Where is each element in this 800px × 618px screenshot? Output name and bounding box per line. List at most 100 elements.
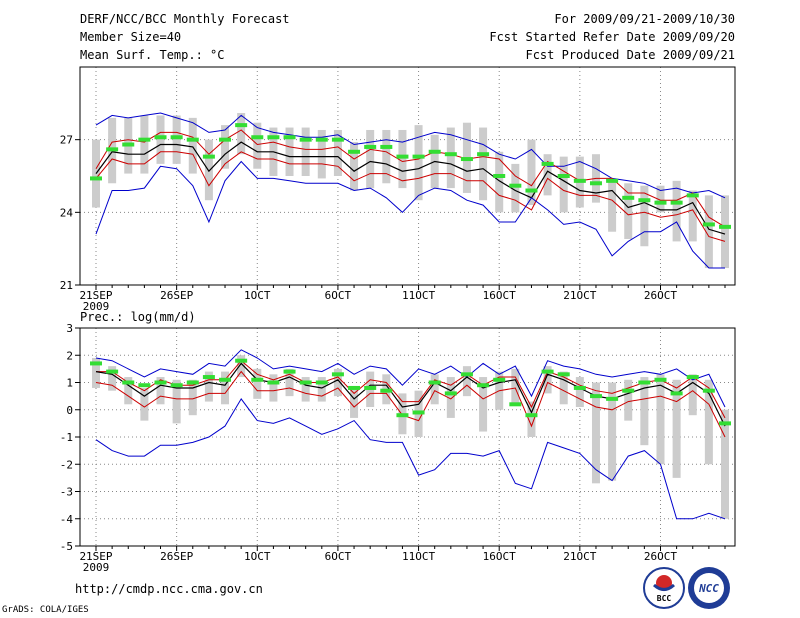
ensemble-marker	[235, 123, 248, 128]
ensemble-box	[430, 374, 439, 405]
ensemble-marker	[380, 388, 393, 393]
ensemble-box	[301, 127, 310, 176]
series-line-upper	[95, 129, 726, 228]
ensemble-box	[688, 190, 697, 242]
ensemble-marker	[364, 385, 377, 390]
series-line-mean	[95, 362, 726, 427]
ensemble-box	[188, 117, 197, 174]
ensemble-marker	[702, 388, 715, 393]
ensemble-box	[688, 374, 697, 416]
ensemble-marker	[638, 380, 651, 385]
ensemble-marker	[541, 369, 554, 374]
ensemble-box	[656, 374, 665, 465]
ensemble-marker	[186, 380, 199, 385]
series-line-lower	[95, 370, 726, 438]
x-tick-label: 16OCT	[483, 550, 516, 563]
x-tick-label: 11OCT	[402, 550, 435, 563]
x-tick-label: 21OCT	[563, 550, 596, 563]
ensemble-box	[92, 357, 100, 388]
ensemble-marker	[719, 421, 731, 426]
y-tick-label: 21	[60, 279, 73, 292]
y-tick-label: 27	[60, 134, 73, 147]
ensemble-marker	[493, 174, 506, 178]
member-size: Member Size=40	[80, 30, 182, 44]
ncc-logo-inner	[694, 573, 724, 603]
ensemble-marker	[444, 391, 457, 396]
ensemble-marker	[557, 372, 570, 377]
x-tick-label: 26SEP	[160, 289, 193, 302]
ensemble-marker	[444, 152, 457, 157]
ensemble-box	[527, 139, 536, 206]
ensemble-marker	[606, 396, 619, 401]
ensemble-box	[672, 180, 681, 242]
ensemble-marker	[348, 149, 361, 154]
x-tick-label: 11OCT	[402, 289, 435, 302]
y-tick-label: -4	[60, 513, 74, 526]
ensemble-marker	[477, 152, 490, 157]
y-tick-label: 3	[66, 322, 73, 335]
series-line-max	[95, 112, 726, 199]
ensemble-marker	[396, 413, 409, 418]
ensemble-marker	[154, 380, 167, 385]
ensemble-box	[237, 113, 246, 155]
series-line-max	[95, 349, 726, 408]
ensemble-marker	[702, 222, 715, 227]
ensemble-box	[721, 195, 729, 269]
ensemble-box	[591, 382, 600, 484]
ensemble-marker	[493, 377, 506, 382]
ensemble-box	[156, 115, 165, 164]
ensemble-box	[640, 377, 649, 446]
ensemble-box	[124, 377, 133, 405]
ensemble-marker	[622, 195, 635, 200]
ensemble-box	[640, 185, 649, 247]
ensemble-marker	[267, 380, 280, 385]
ensemble-box	[479, 377, 488, 432]
source-url[interactable]: http://cmdp.ncc.cma.gov.cn	[75, 582, 263, 596]
ensemble-marker	[525, 188, 538, 193]
ensemble-box	[140, 115, 149, 174]
ensemble-marker	[90, 361, 102, 366]
ensemble-marker	[686, 193, 699, 198]
ensemble-box	[221, 125, 230, 169]
ncc-logo-text: NCC	[698, 582, 719, 595]
ensemble-box	[140, 387, 149, 421]
panel-temperature: 21 24 27 21SEP 26SEP 1OCT 6OCT 11OCT 16OCT 21OCT 2…	[60, 66, 736, 313]
ensemble-box	[301, 377, 310, 402]
ensemble-box	[608, 382, 617, 481]
ensemble-marker	[170, 135, 183, 140]
ensemble-marker	[428, 380, 441, 385]
ensemble-box	[624, 379, 633, 421]
ensemble-marker	[202, 375, 215, 380]
ensemble-marker	[283, 135, 296, 140]
ensemble-box	[543, 366, 552, 394]
ensemble-box	[495, 151, 504, 213]
ensemble-marker	[509, 402, 522, 407]
ensemble-marker	[396, 154, 409, 159]
ensemble-box	[608, 178, 617, 232]
ensemble-box	[414, 125, 423, 201]
ensemble-marker	[622, 388, 635, 393]
ensemble-box	[204, 139, 213, 201]
plot-frame	[79, 66, 736, 286]
ensemble-marker	[412, 410, 425, 415]
y-tick-label: -1	[60, 431, 73, 444]
ensemble-marker	[331, 137, 344, 142]
y-tick-label: -3	[60, 486, 73, 499]
ensemble-marker	[686, 375, 699, 380]
ensemble-marker	[219, 137, 232, 142]
ensemble-marker	[654, 200, 667, 205]
ensemble-box	[269, 374, 278, 402]
ensemble-marker	[573, 385, 586, 390]
ensemble-marker	[670, 391, 683, 396]
ensemble-marker	[364, 144, 377, 149]
ensemble-box	[446, 377, 455, 418]
ensemble-marker	[348, 385, 361, 390]
ensemble-marker	[380, 144, 393, 149]
ensemble-box	[204, 371, 213, 402]
ensemble-marker	[412, 154, 425, 159]
series-line-upper	[96, 359, 726, 419]
ensemble-marker	[654, 377, 667, 382]
x-tick-label: 21SEP	[79, 550, 112, 563]
ensemble-marker	[477, 383, 490, 388]
ensemble-box	[382, 129, 391, 184]
